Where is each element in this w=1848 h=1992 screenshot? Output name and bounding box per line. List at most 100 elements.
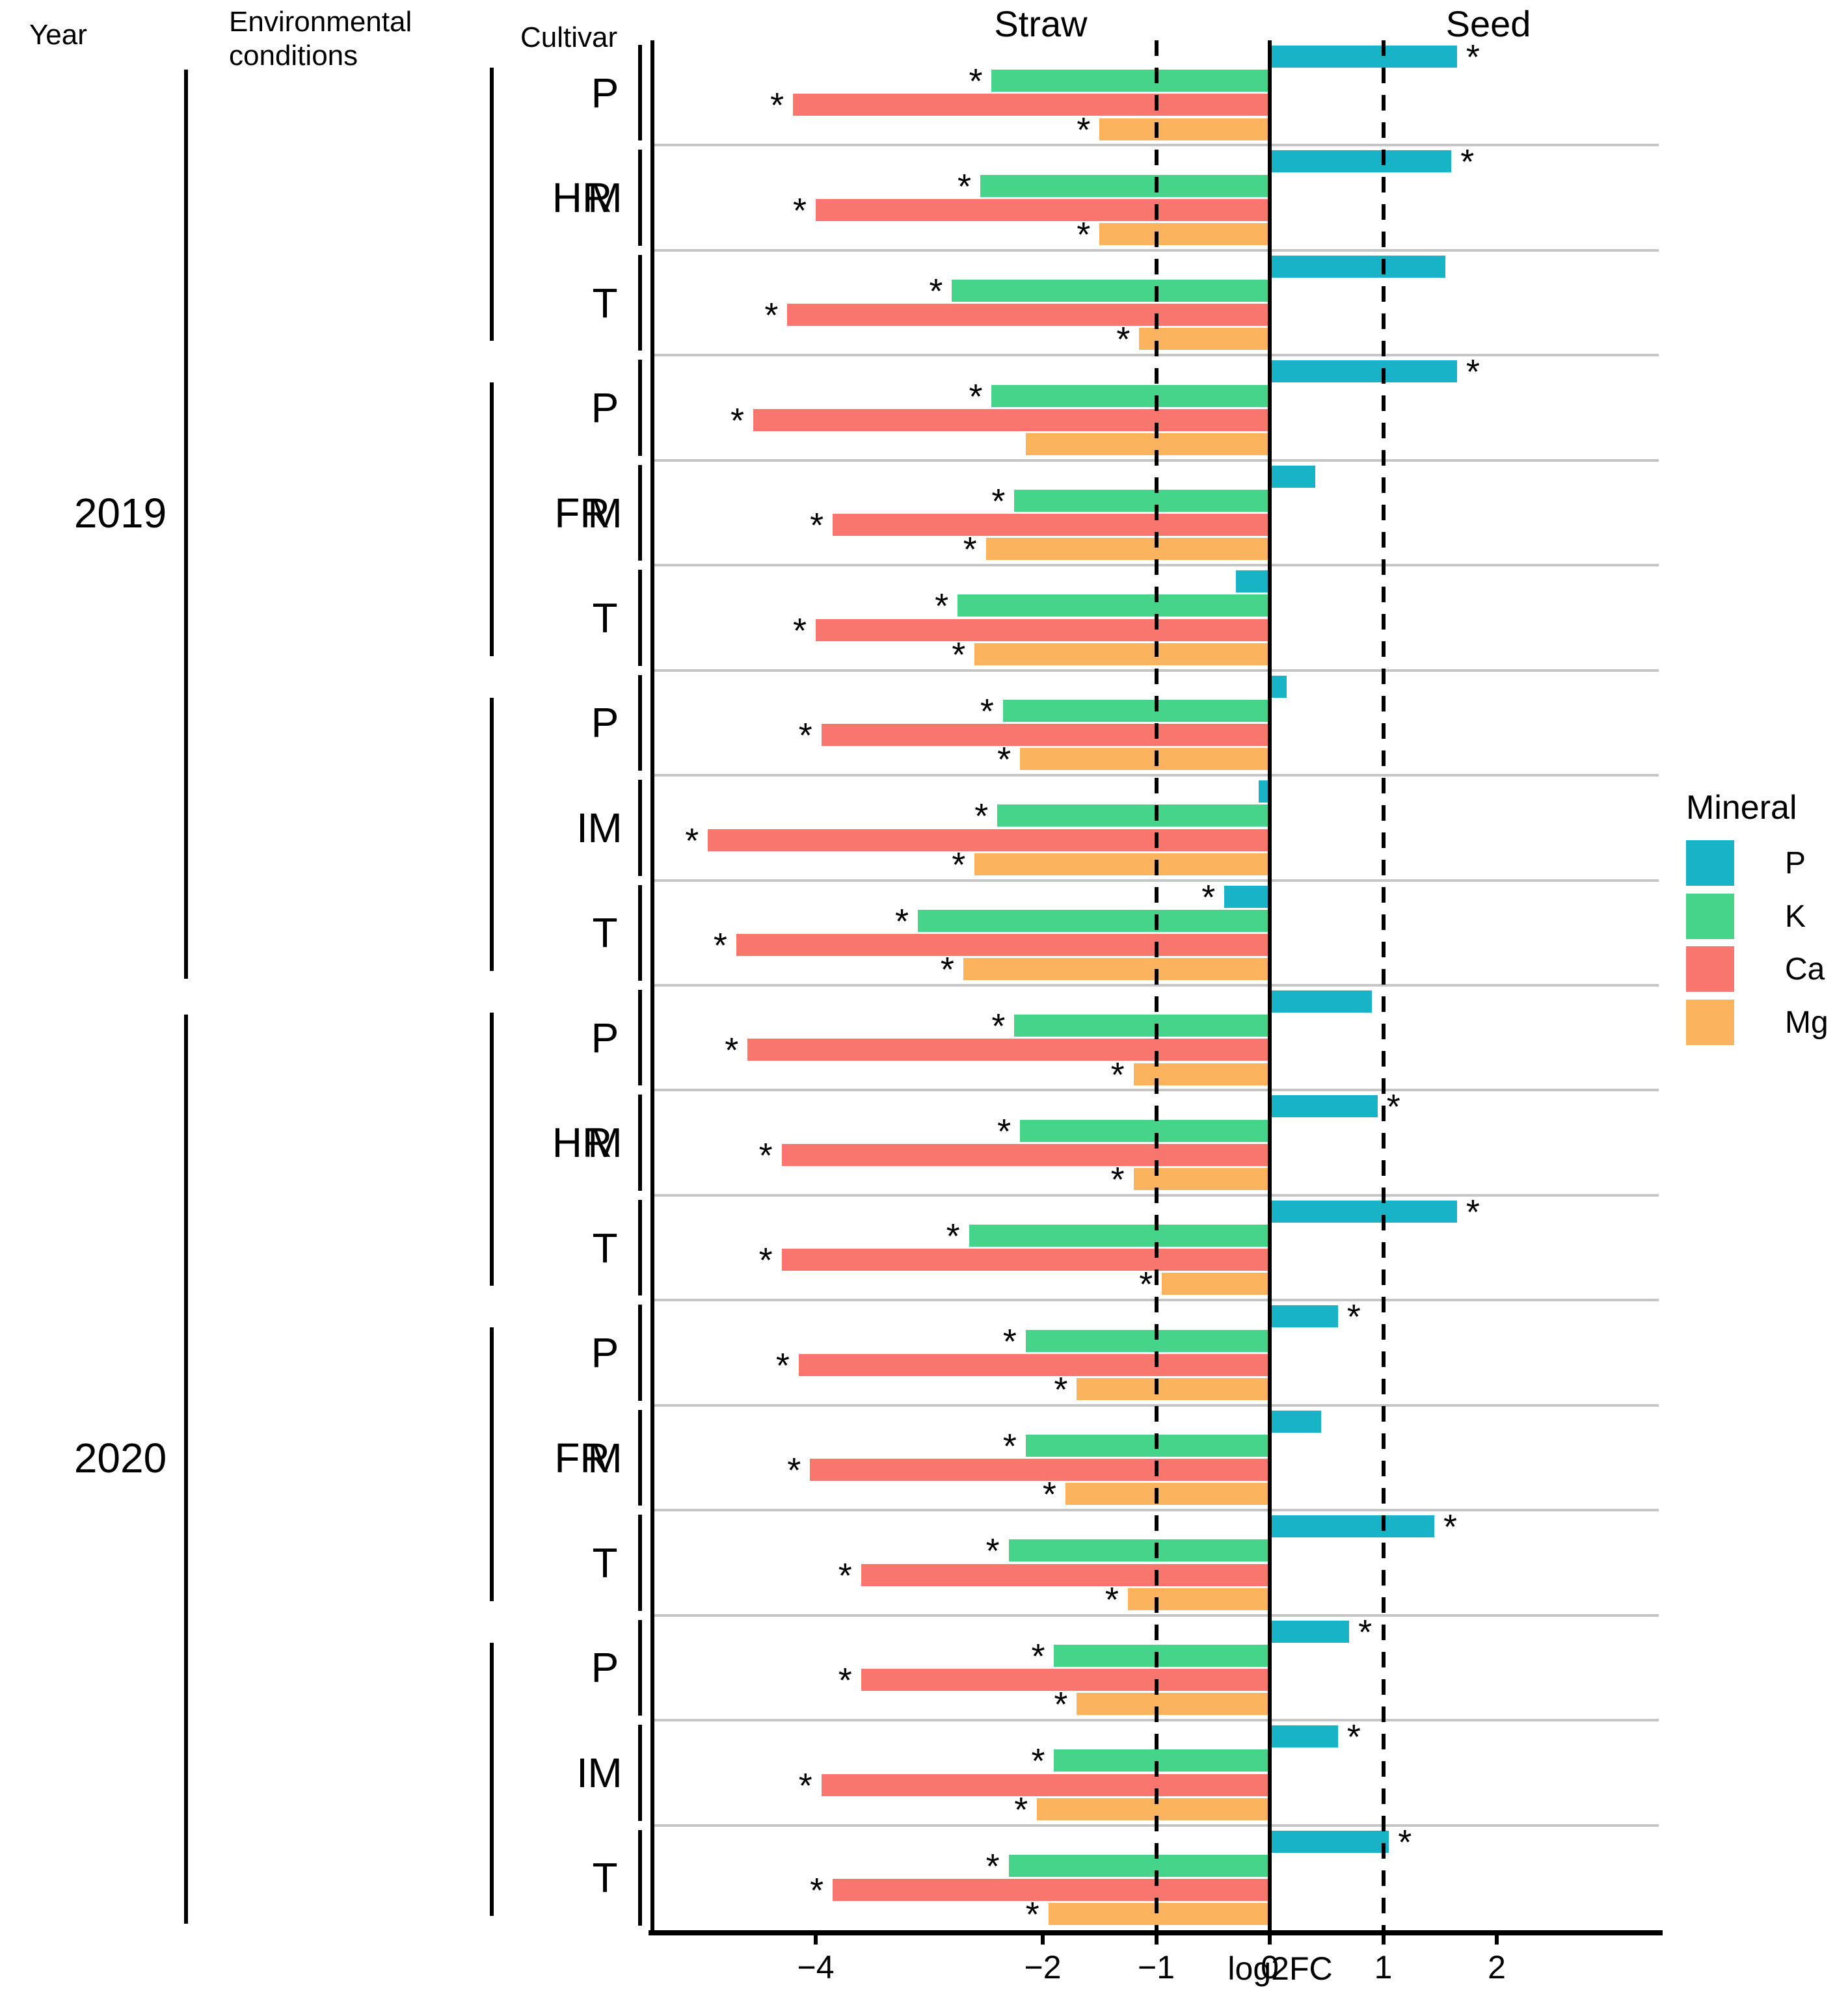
zero-reference-line — [1268, 40, 1272, 1930]
sig-asterisk: * — [787, 1451, 801, 1491]
straw-panel-header: Straw — [994, 3, 1088, 44]
condition-bracket — [490, 1642, 494, 1916]
x-axis-line — [649, 1930, 1663, 1935]
sig-asterisk: * — [1443, 1507, 1458, 1547]
x-axis-tick-label: 2 — [1488, 1949, 1506, 1985]
condition-bracket — [490, 68, 494, 341]
bar-k — [957, 594, 1270, 617]
legend-label-p: P — [1785, 846, 1806, 881]
x-axis-tick-label: −4 — [797, 1949, 835, 1985]
sig-asterisk: * — [1025, 1895, 1039, 1935]
bar-p — [1270, 46, 1457, 68]
sig-asterisk: * — [1054, 1370, 1068, 1409]
cultivar-label: T — [592, 1854, 618, 1902]
bar-p — [1270, 1515, 1435, 1538]
condition-label: FR — [554, 1434, 610, 1481]
sig-asterisk: * — [969, 377, 983, 416]
bar-p — [1224, 885, 1270, 908]
year-label: 2019 — [74, 489, 167, 537]
condition-bracket — [490, 1327, 494, 1601]
reference-line-dashed — [1381, 40, 1386, 1930]
cultivar-label: M — [587, 1119, 623, 1167]
sig-asterisk: * — [1466, 1192, 1480, 1232]
bar-mg — [963, 958, 1270, 981]
cultivar-tick — [638, 570, 642, 666]
env-conditions-line2: conditions — [229, 40, 358, 72]
year-label: 2020 — [74, 1434, 167, 1481]
cultivar-label: M — [587, 1749, 623, 1796]
bar-p — [1270, 1410, 1321, 1433]
cultivar-tick — [638, 45, 642, 141]
bar-ca — [861, 1669, 1270, 1692]
cultivar-tick — [638, 1305, 642, 1401]
bar-mg — [1025, 432, 1270, 455]
sig-asterisk: * — [1077, 215, 1091, 255]
year-bracket — [184, 70, 188, 979]
sig-asterisk: * — [1386, 1087, 1400, 1127]
bar-p — [1270, 1200, 1457, 1223]
bar-ca — [833, 514, 1270, 537]
bar-mg — [1065, 1483, 1270, 1506]
bar-mg — [1077, 1693, 1270, 1716]
bar-k — [1008, 1854, 1270, 1877]
x-axis-tick — [1381, 1935, 1386, 1945]
sig-asterisk: * — [1077, 110, 1091, 150]
sig-asterisk: * — [1105, 1580, 1119, 1619]
env-conditions-column-header: Environmental conditions — [229, 5, 412, 73]
condition-bracket — [490, 1013, 494, 1286]
sig-asterisk: * — [1139, 1265, 1153, 1305]
bar-k — [1014, 1015, 1270, 1037]
cultivar-tick — [638, 1725, 642, 1821]
sig-asterisk: * — [952, 845, 966, 884]
bar-ca — [708, 829, 1270, 851]
sig-asterisk: * — [798, 716, 812, 756]
cultivar-tick — [638, 1619, 642, 1716]
condition-label: HR — [552, 1119, 613, 1167]
cultivar-tick — [638, 780, 642, 876]
legend-swatch-mg — [1686, 999, 1734, 1045]
x-axis-tick — [1041, 1935, 1045, 1945]
sig-asterisk: * — [957, 166, 972, 206]
sig-asterisk: * — [963, 530, 977, 570]
sig-asterisk: * — [1014, 1790, 1028, 1829]
bar-p — [1270, 1305, 1338, 1328]
bar-ca — [810, 1459, 1270, 1481]
bar-p — [1270, 1620, 1350, 1643]
x-axis-tick — [1154, 1935, 1158, 1945]
bar-k — [991, 70, 1270, 92]
x-axis-tick — [1495, 1935, 1499, 1945]
bar-k — [1020, 1119, 1270, 1142]
condition-label: HR — [552, 174, 613, 222]
cultivar-tick — [638, 1409, 642, 1506]
sig-asterisk: * — [929, 272, 943, 312]
sig-asterisk: * — [1042, 1475, 1056, 1515]
bar-mg — [1139, 328, 1270, 351]
bar-k — [997, 804, 1270, 827]
bar-ca — [747, 1039, 1270, 1061]
bar-ca — [821, 724, 1270, 747]
bar-mg — [1020, 748, 1270, 771]
sig-asterisk: * — [985, 1532, 1000, 1571]
legend-label-k: K — [1785, 899, 1806, 934]
bar-k — [1014, 489, 1270, 512]
cultivar-tick — [638, 1515, 642, 1611]
sig-asterisk: * — [792, 611, 807, 650]
bar-p — [1270, 675, 1287, 698]
sig-asterisk: * — [798, 1766, 812, 1805]
sig-asterisk: * — [946, 1217, 960, 1256]
bar-mg — [985, 538, 1270, 561]
condition-label: FR — [554, 489, 610, 537]
bar-k — [1002, 699, 1270, 722]
sig-asterisk: * — [758, 1135, 773, 1175]
year-bracket — [184, 1015, 188, 1924]
x-axis-tick-label: −1 — [1137, 1949, 1175, 1985]
bar-k — [1025, 1434, 1270, 1457]
cultivar-tick — [638, 1829, 642, 1926]
bar-mg — [1127, 1587, 1270, 1610]
sig-asterisk: * — [991, 481, 1006, 521]
bar-ca — [833, 1878, 1270, 1901]
cultivar-tick — [638, 360, 642, 456]
sig-asterisk: * — [1466, 38, 1480, 77]
cultivar-tick — [638, 674, 642, 771]
sig-asterisk: * — [1346, 1297, 1361, 1337]
